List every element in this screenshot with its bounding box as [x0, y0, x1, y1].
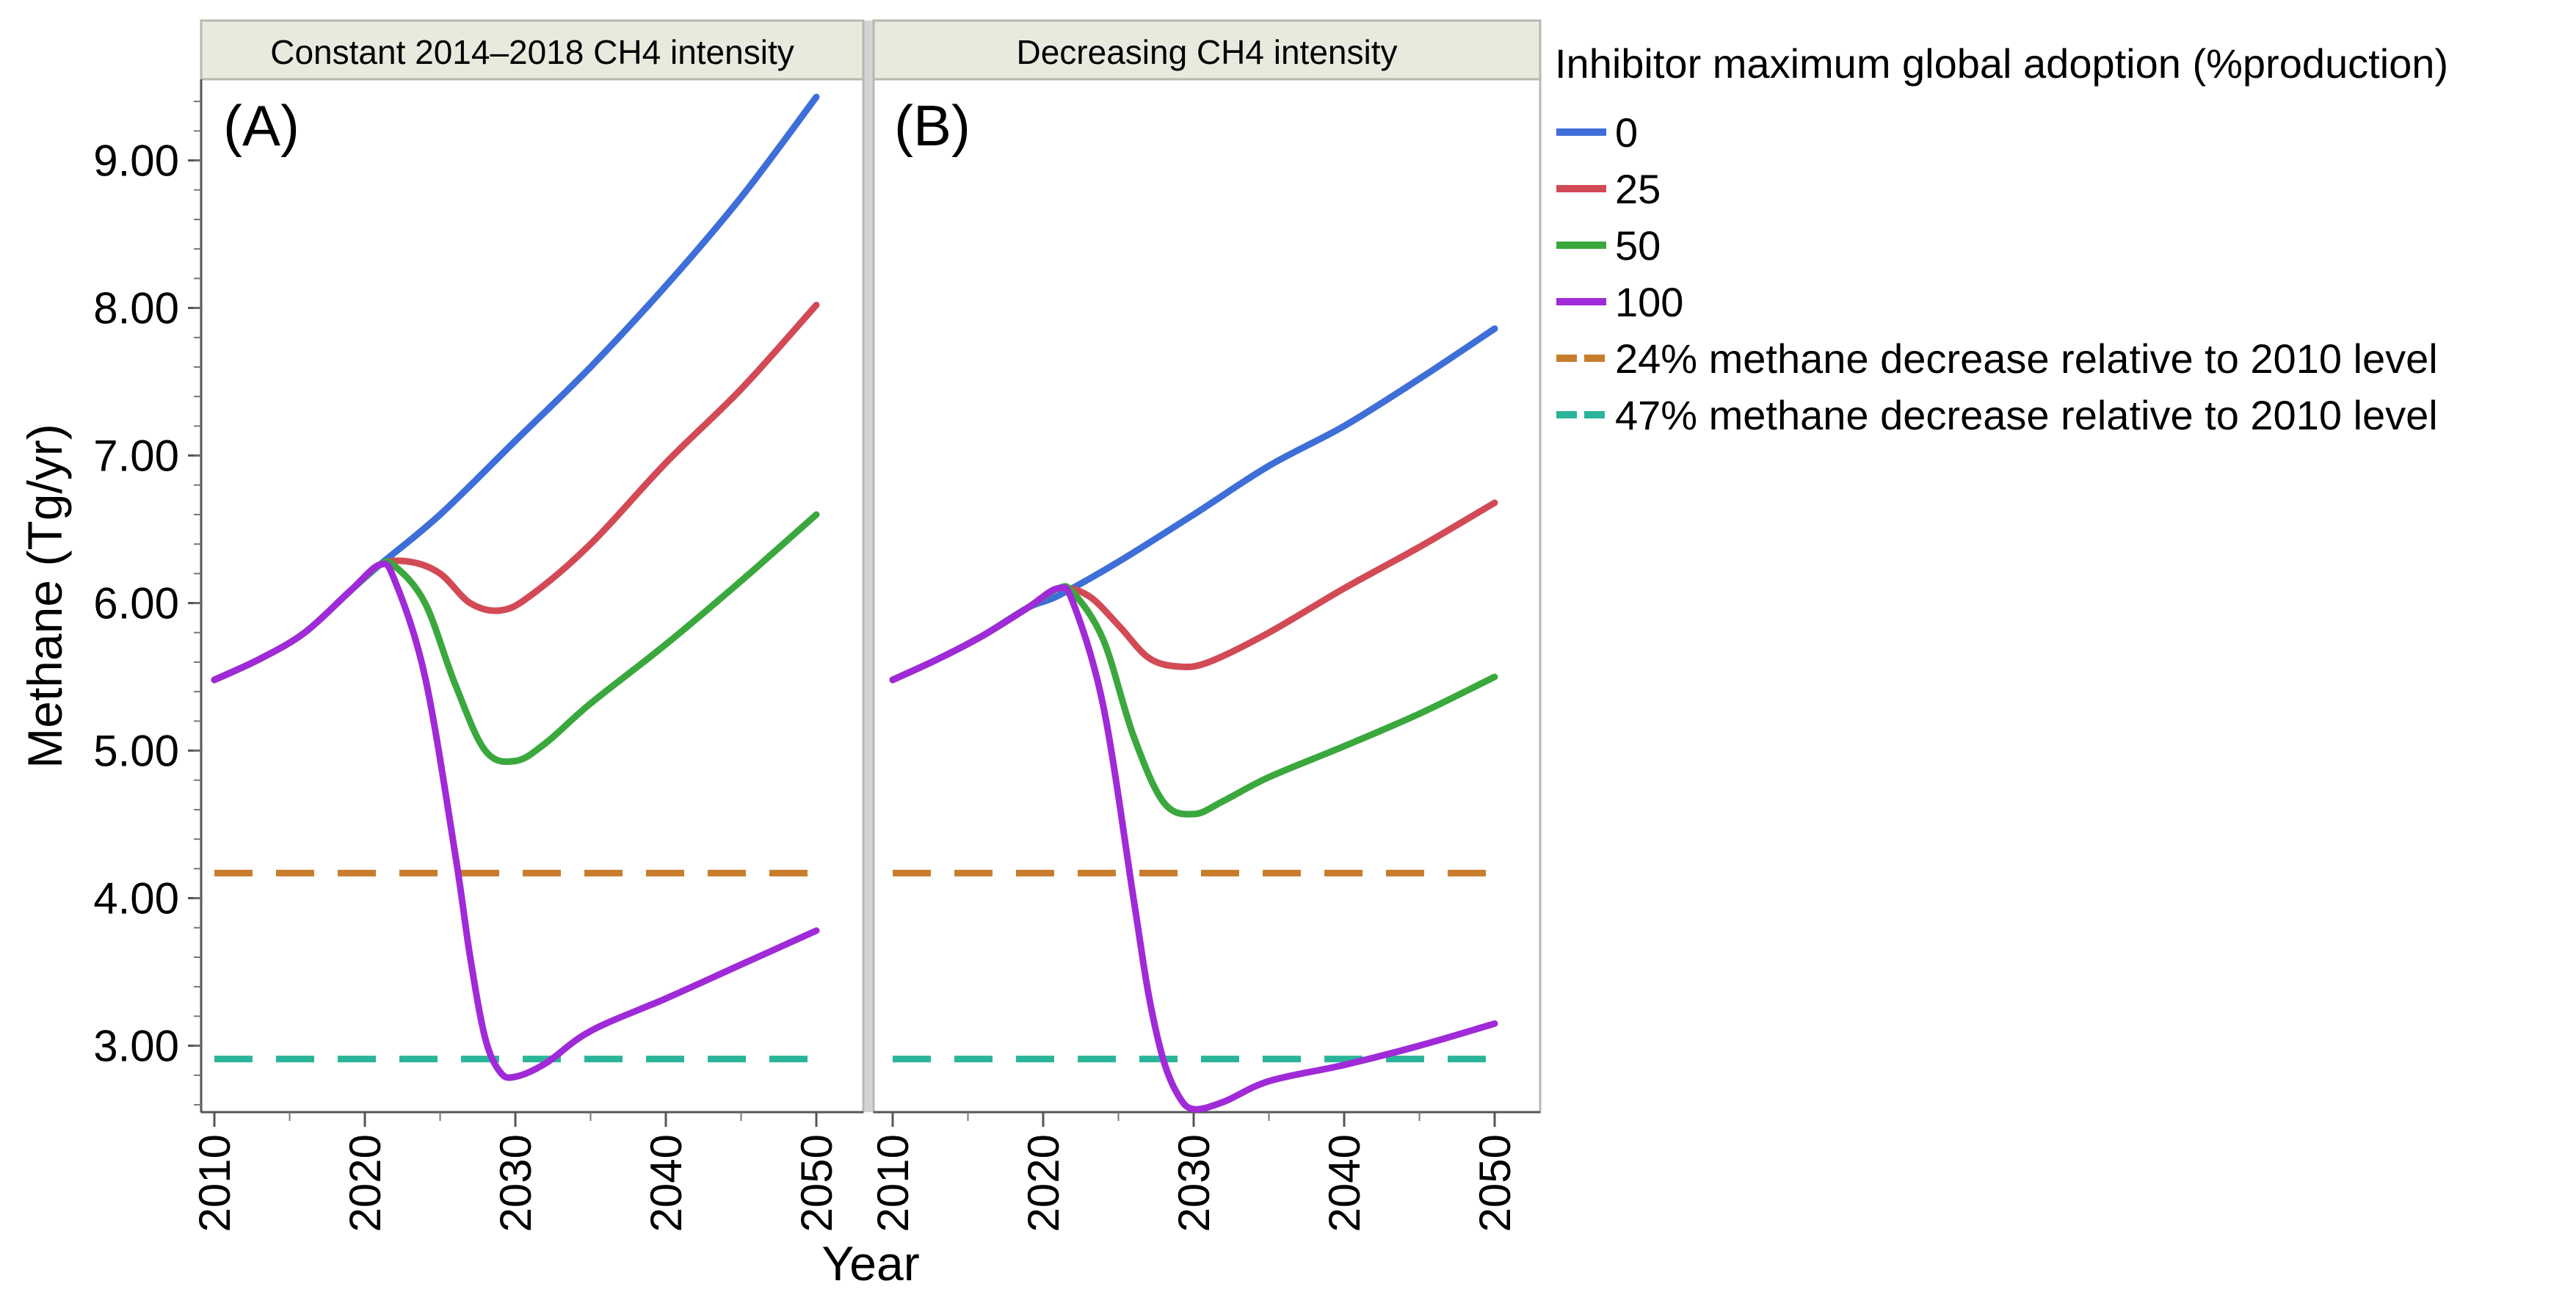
- y-tick-label: 6.00: [93, 579, 179, 628]
- legend-label: 100: [1615, 279, 1683, 325]
- x-tick-label: 2010: [190, 1134, 239, 1232]
- panel-b-strip-label: Decreasing CH4 intensity: [1016, 33, 1397, 71]
- panel-b-series-adoption-100: [889, 584, 1498, 1113]
- x-tick-label: 2030: [1169, 1134, 1219, 1232]
- y-axis: 3.00 4.00 5.00 6.00 7.00 8.00 9.00: [93, 101, 201, 1106]
- x-tick-label: 2020: [341, 1134, 390, 1232]
- panel-a-strip: [200, 19, 865, 81]
- y-tick-label: 9.00: [93, 137, 179, 186]
- y-tick-label: 8.00: [93, 284, 179, 333]
- x-tick-label: 2040: [642, 1134, 691, 1232]
- legend-label: 50: [1615, 222, 1661, 269]
- y-tick-label: 7.00: [93, 432, 179, 481]
- x-tick-label: 2010: [868, 1134, 918, 1232]
- panel-b-series: [889, 325, 1498, 1113]
- panel-b-strip: [872, 19, 1542, 81]
- legend: 0 25 50 100 24% methane decrease relative to…: [1556, 109, 2438, 438]
- y-tick-label: 5.00: [93, 727, 179, 776]
- legend-title: Inhibitor maximum global adoption (%prod…: [1555, 40, 2448, 87]
- x-tick-label: 2040: [1320, 1134, 1369, 1232]
- panel-a-series: [211, 93, 820, 1081]
- panel-separator: [863, 21, 874, 1112]
- legend-label: 24% methane decrease relative to 2010 le…: [1615, 335, 2438, 382]
- panel-a-series-adoption-100: [211, 560, 820, 1081]
- legend-label: 0: [1615, 109, 1638, 156]
- x-tick-label: 2030: [491, 1134, 540, 1232]
- x-tick-label: 2050: [792, 1134, 841, 1232]
- panel-a-x-axis: 2010 2020 2030 2040 2050: [190, 1112, 841, 1232]
- panel-b-tag: (B): [894, 93, 970, 158]
- panel-a-tag: (A): [223, 93, 300, 158]
- panel-b-x-axis: 2010 2020 2030 2040 2050: [868, 1112, 1520, 1232]
- y-tick-label: 4.00: [93, 874, 179, 923]
- panel-a-strip-label: Constant 2014–2018 CH4 intensity: [270, 33, 794, 71]
- x-tick-label: 2050: [1470, 1134, 1520, 1232]
- x-tick-label: 2020: [1019, 1134, 1068, 1232]
- legend-label: 47% methane decrease relative to 2010 le…: [1615, 392, 2438, 438]
- y-tick-label: 3.00: [93, 1022, 179, 1071]
- legend-label: 25: [1615, 166, 1661, 212]
- x-axis-title: Year: [821, 1236, 919, 1291]
- y-axis-title: Methane (Tg/yr): [18, 424, 72, 768]
